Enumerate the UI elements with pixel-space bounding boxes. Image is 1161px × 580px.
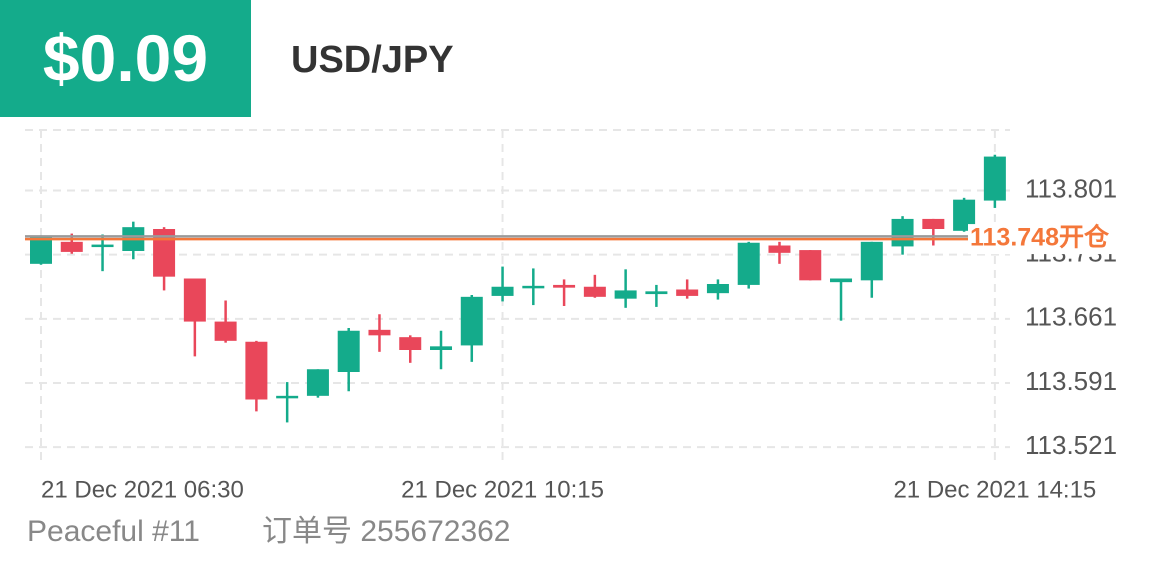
candle-body bbox=[922, 218, 945, 229]
candle-body bbox=[60, 241, 83, 252]
candle-body bbox=[799, 250, 822, 281]
candle-body bbox=[430, 346, 453, 350]
candle-body bbox=[522, 285, 545, 289]
candle-body bbox=[153, 229, 176, 277]
open-line-label-bg bbox=[968, 224, 1128, 255]
amount: $0.09 bbox=[42, 21, 209, 95]
candle-body bbox=[737, 242, 760, 285]
candle-body bbox=[276, 395, 299, 399]
candle-body bbox=[583, 286, 606, 297]
account: Peaceful #11 bbox=[27, 515, 200, 548]
x-tick-label: 21 Dec 2021 14:15 bbox=[893, 476, 1096, 503]
candle-body bbox=[399, 337, 422, 350]
candle-body bbox=[891, 218, 914, 247]
candle-body bbox=[337, 330, 360, 372]
x-tick-label: 21 Dec 2021 10:15 bbox=[401, 476, 604, 503]
candle-body bbox=[676, 289, 699, 296]
candle-body bbox=[30, 237, 52, 264]
candle-body bbox=[368, 329, 391, 336]
candle-body bbox=[983, 156, 1006, 201]
candle-body bbox=[245, 341, 268, 400]
candle-body bbox=[183, 278, 206, 322]
candle-body bbox=[91, 244, 114, 248]
candle-body bbox=[768, 245, 791, 253]
candle-body bbox=[706, 284, 729, 294]
x-tick-label: 21 Dec 2021 06:30 bbox=[41, 476, 244, 503]
y-tick-label: 113.591 bbox=[1025, 366, 1117, 396]
amount-badge: $0.09 bbox=[0, 0, 251, 117]
candle-body bbox=[645, 291, 668, 295]
candle-body bbox=[953, 199, 976, 231]
candle-body bbox=[460, 296, 483, 346]
y-tick-label: 113.661 bbox=[1025, 302, 1117, 332]
candle-body bbox=[860, 241, 883, 281]
candle-body bbox=[491, 286, 514, 296]
candle-body bbox=[830, 278, 853, 283]
candle-body bbox=[614, 290, 637, 299]
candle-body bbox=[553, 284, 576, 288]
open-line-label: 113.748开仓 bbox=[970, 223, 1110, 252]
y-tick-label: 113.801 bbox=[1025, 173, 1117, 203]
order-number: 订单号 255672362 bbox=[262, 515, 511, 548]
pair: USD/JPY bbox=[291, 39, 454, 81]
candle-body bbox=[306, 369, 329, 396]
candle-body bbox=[214, 321, 237, 341]
y-tick-label: 113.521 bbox=[1025, 430, 1117, 460]
